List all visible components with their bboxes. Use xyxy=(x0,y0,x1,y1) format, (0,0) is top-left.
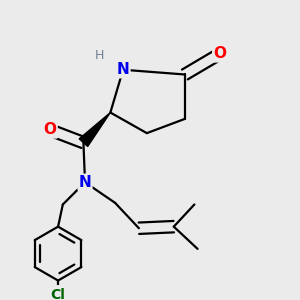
Text: N: N xyxy=(79,175,92,190)
Polygon shape xyxy=(79,112,110,146)
Text: H: H xyxy=(94,49,104,62)
Text: O: O xyxy=(44,122,57,137)
Text: N: N xyxy=(117,62,129,77)
Text: Cl: Cl xyxy=(51,288,65,300)
Text: O: O xyxy=(213,46,226,62)
